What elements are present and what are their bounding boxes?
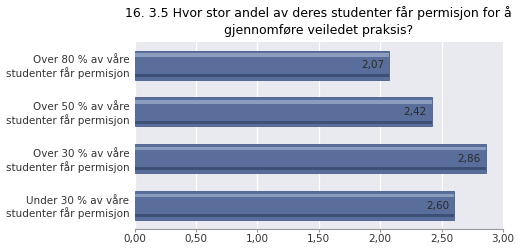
Bar — [135, 53, 389, 57]
Bar — [135, 144, 486, 173]
Bar — [135, 214, 454, 217]
Text: 2,60: 2,60 — [426, 200, 449, 210]
Bar — [135, 168, 486, 170]
Bar — [135, 191, 454, 220]
Bar — [135, 74, 389, 77]
Bar — [135, 100, 432, 103]
Bar — [135, 147, 486, 150]
Text: 2,42: 2,42 — [404, 107, 427, 117]
Bar — [135, 121, 432, 124]
Title: 16. 3.5 Hvor stor andel av deres studenter får permisjon for å
gjennomføre veile: 16. 3.5 Hvor stor andel av deres student… — [125, 6, 512, 36]
Text: 2,07: 2,07 — [361, 60, 384, 70]
Bar — [135, 98, 432, 126]
Bar — [135, 194, 454, 197]
Bar — [135, 51, 389, 80]
Text: 2,86: 2,86 — [458, 154, 481, 164]
